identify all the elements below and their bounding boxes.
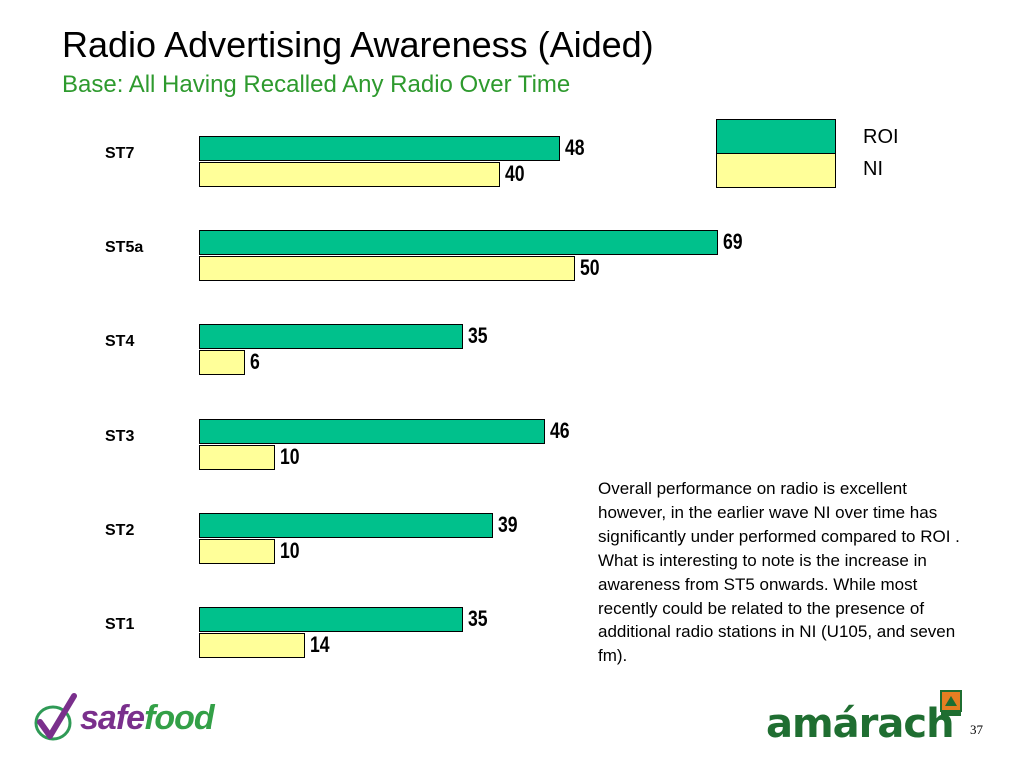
safefood-tick-icon	[34, 693, 77, 741]
bar-roi-st7	[199, 136, 560, 161]
category-label-st7: ST7	[105, 145, 135, 162]
value-label-ni-st3: 10	[280, 443, 300, 469]
bar-roi-st3	[199, 418, 545, 444]
value-label-roi-st1: 35	[467, 606, 488, 631]
safefood-wordmark-safe: safe	[80, 699, 145, 737]
value-label-roi-st7: 48	[565, 135, 585, 160]
legend-label-ni: NI	[863, 158, 883, 180]
category-label-st3: ST3	[105, 427, 135, 445]
amarach-emblem-icon	[940, 690, 962, 716]
bar-ni-st3	[199, 444, 275, 470]
value-label-roi-st2: 39	[497, 511, 518, 537]
amarach-logo: amárach	[766, 690, 966, 750]
legend-label-roi: ROI	[863, 126, 899, 148]
value-label-roi-st4: 35	[467, 323, 488, 349]
slide-subtitle: Base: All Having Recalled Any Radio Over…	[62, 71, 571, 98]
bar-ni-st1	[199, 633, 305, 658]
category-label-st2: ST2	[105, 521, 135, 539]
bar-ni-st2	[199, 538, 275, 564]
bar-roi-st2	[199, 512, 493, 538]
category-label-st4: ST4	[105, 333, 135, 351]
bar-roi-st1	[199, 607, 463, 632]
page-number: 37	[970, 722, 983, 737]
value-label-ni-st2: 10	[280, 537, 300, 563]
value-label-roi-st3: 46	[550, 417, 570, 443]
value-label-ni-st1: 14	[310, 632, 330, 657]
legend-swatch-roi	[717, 120, 835, 154]
bar-ni-st7	[199, 162, 500, 187]
value-label-ni-st7: 40	[505, 161, 525, 186]
safefood-wordmark: safefood	[80, 698, 215, 738]
safefood-logo: safefood	[32, 692, 232, 748]
bar-ni-st4	[199, 350, 245, 376]
value-label-ni-st4: 6	[250, 349, 260, 375]
value-label-roi-st5a: 69	[722, 229, 743, 255]
amarach-wordmark: amárach	[766, 701, 955, 747]
slide-title: Radio Advertising Awareness (Aided)	[62, 24, 654, 65]
bar-roi-st5a	[199, 230, 718, 256]
bar-roi-st4	[199, 324, 463, 350]
bar-ni-st5a	[199, 256, 575, 282]
safefood-wordmark-food: food	[144, 699, 215, 737]
legend-box	[716, 119, 836, 188]
commentary-text: Overall performance on radio is excellen…	[598, 479, 960, 666]
category-label-st1: ST1	[105, 616, 135, 633]
value-label-ni-st5a: 50	[580, 255, 600, 281]
category-label-st5a: ST5a	[105, 239, 144, 257]
legend-swatch-ni	[717, 154, 835, 187]
